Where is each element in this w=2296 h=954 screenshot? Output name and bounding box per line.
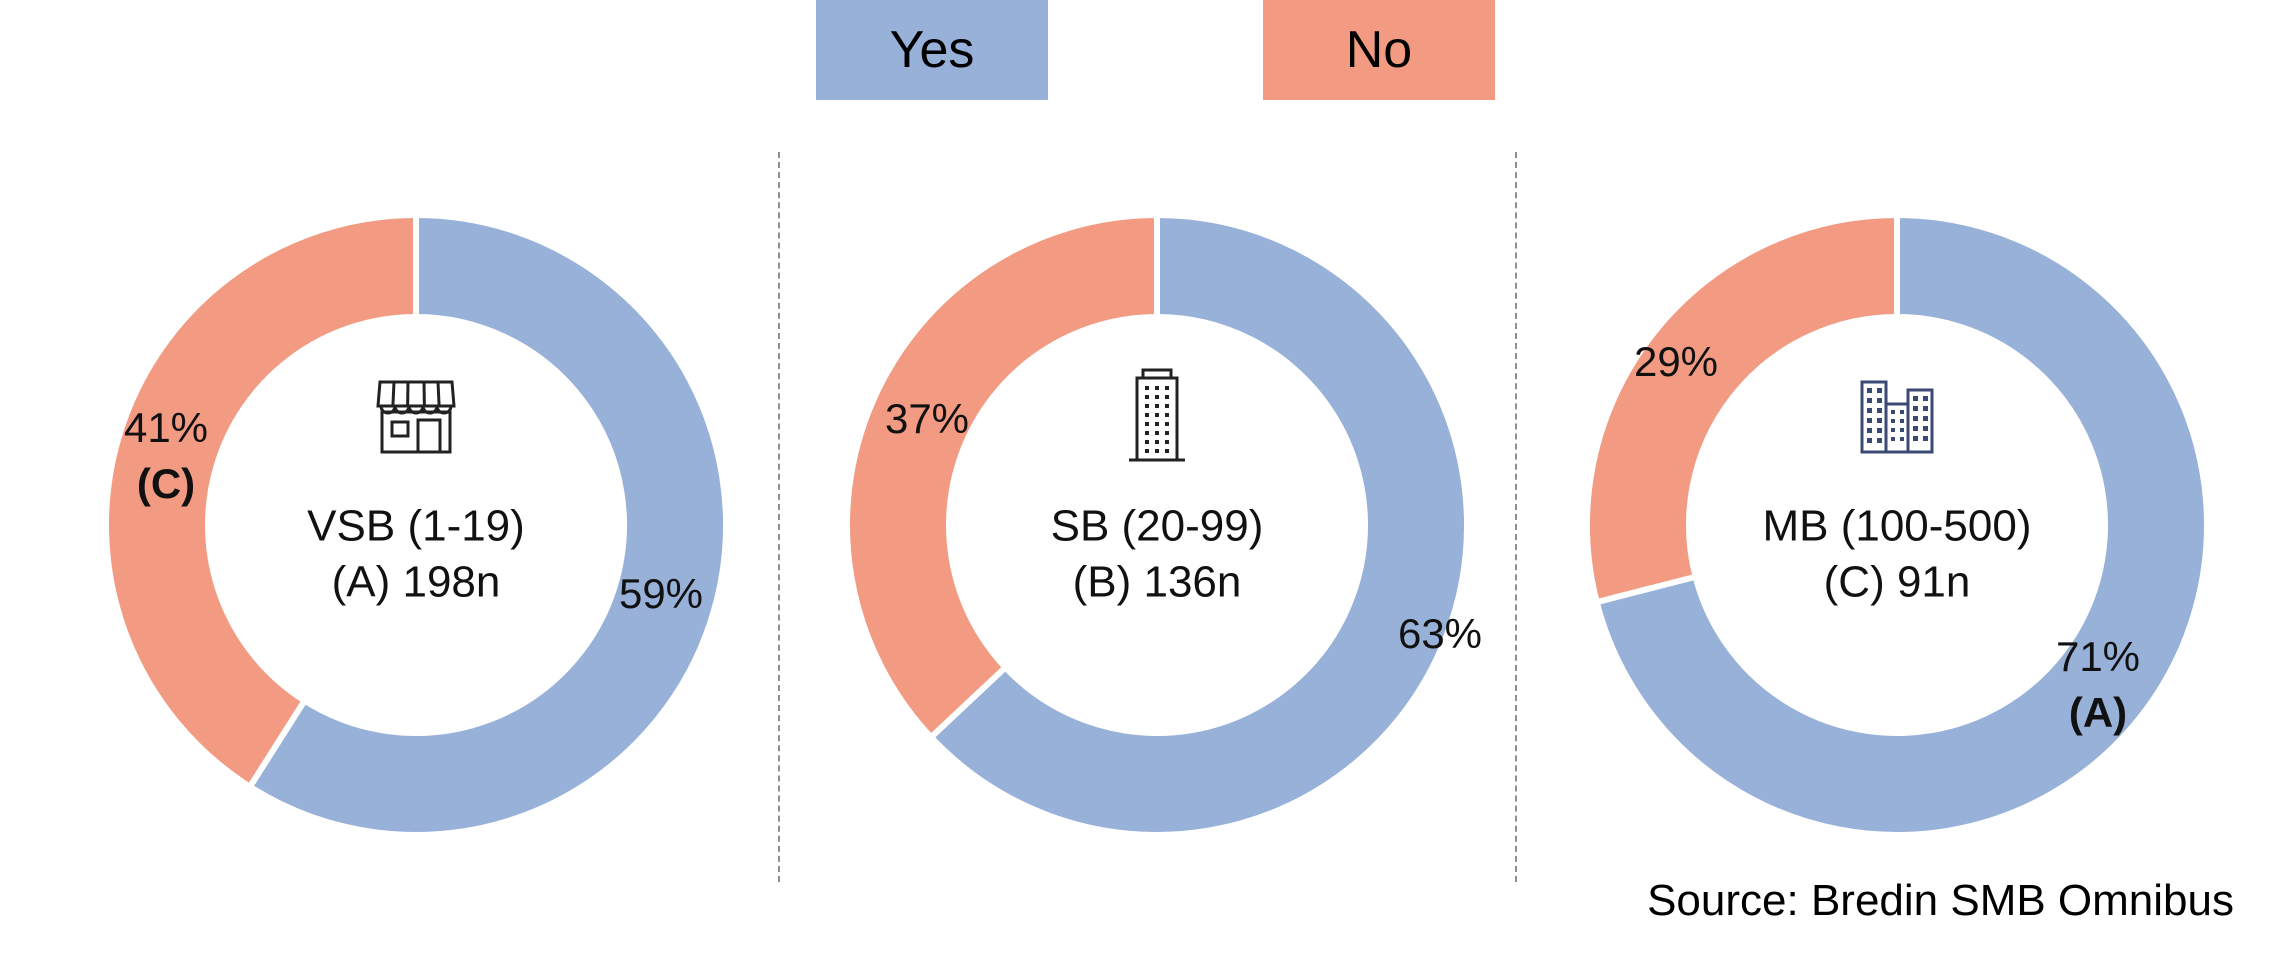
segment-label: VSB (1-19) [307, 502, 525, 551]
segment-base: (A) 198n [332, 558, 501, 607]
donut-slice-yes [926, 211, 1470, 838]
legend-yes: Yes [816, 0, 1048, 100]
donut-slice-no [103, 211, 419, 791]
value-label-yes: 63% [1398, 610, 1482, 657]
office-tower-icon [1129, 368, 1185, 462]
donut-slice-no [844, 211, 1160, 742]
source-note: Source: Bredin SMB Omnibus [1647, 876, 2234, 925]
sig-label-yes: (A) [2069, 689, 2127, 736]
storefront-icon [376, 380, 456, 454]
value-label-no: 41% [124, 404, 208, 451]
donut-chart: 63% 37% SB (20-99) (B) 136n [844, 211, 1482, 838]
value-label-no: 29% [1634, 338, 1718, 385]
donut-slice-no [1584, 211, 1900, 606]
donut-chart: 71% 29% (A) MB (100-500) (C) 91n [1584, 211, 2210, 838]
segment-label: SB (20-99) [1051, 502, 1264, 551]
segment-base: (C) 91n [1824, 558, 1971, 607]
donut-chart: 59% 41% (C) VSB (1-19) (A) 198n [103, 211, 729, 838]
value-label-yes: 59% [619, 570, 703, 617]
segment-label: MB (100-500) [1762, 502, 2031, 551]
sig-label-no: (C) [137, 460, 195, 507]
donut-slice-yes [245, 211, 729, 838]
divider-dashed [778, 152, 780, 882]
city-buildings-icon [1860, 380, 1934, 454]
value-label-no: 37% [885, 395, 969, 442]
value-label-yes: 71% [2056, 633, 2140, 680]
segment-base: (B) 136n [1073, 558, 1242, 607]
donut-slice-yes [1593, 211, 2210, 838]
legend-no: No [1263, 0, 1495, 100]
divider-dashed [1515, 152, 1517, 882]
